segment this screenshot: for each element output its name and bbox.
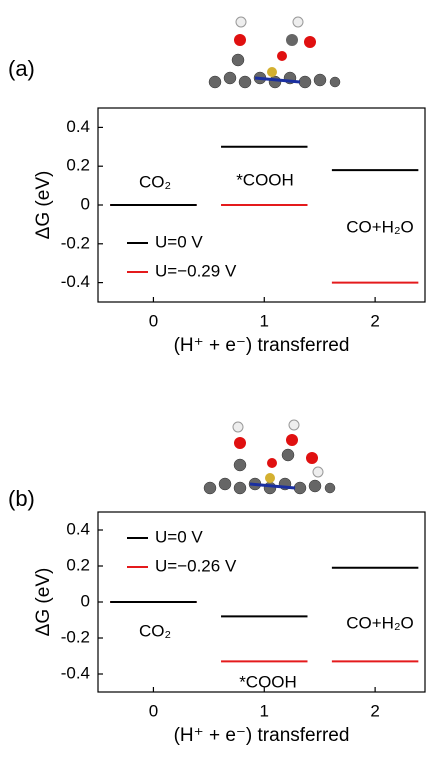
y-tick-label: 0.2 <box>66 555 90 574</box>
annotation: CO₂ <box>139 172 171 191</box>
panel-label: (a) <box>8 56 35 81</box>
x-tick-label: 2 <box>370 311 379 330</box>
annotation: CO+H₂O <box>346 217 414 236</box>
y-tick-label: 0.4 <box>66 519 90 538</box>
x-tick-label: 0 <box>149 311 158 330</box>
legend-label: U=0 V <box>155 527 203 546</box>
y-tick-label: -0.4 <box>61 663 90 682</box>
panel-label: (b) <box>8 486 35 511</box>
figure: (a) -0.4 -0.2 0 0.2 0.4 0 1 2 (H⁺ + e⁻) transferr… <box>0 0 428 760</box>
y-axis-label: ΔG (eV) <box>33 171 54 240</box>
panel: (b) -0.4 -0.2 0 0.2 0.4 0 1 2 (H⁺ + e⁻) transferr… <box>8 486 425 746</box>
y-tick-label: 0.2 <box>66 156 90 175</box>
annotation: CO₂ <box>139 621 171 640</box>
y-tick-label: -0.2 <box>61 627 90 646</box>
x-axis-label: (H⁺ + e⁻) transferred <box>174 335 350 356</box>
x-tick-label: 1 <box>260 311 269 330</box>
x-tick-label: 2 <box>370 701 379 720</box>
y-tick-label: 0 <box>81 194 90 213</box>
molecule <box>204 420 335 494</box>
annotation: *COOH <box>239 672 297 691</box>
legend-label: U=0 V <box>155 232 203 251</box>
panel: (a) -0.4 -0.2 0 0.2 0.4 0 1 2 (H⁺ + e⁻) transferr… <box>8 56 425 356</box>
legend-label: U=−0.29 V <box>155 261 237 280</box>
y-tick-label: 0 <box>81 591 90 610</box>
y-tick-label: -0.2 <box>61 233 90 252</box>
annotation: *COOH <box>236 170 294 189</box>
molecule <box>209 17 340 88</box>
legend-label: U=−0.26 V <box>155 556 237 575</box>
x-tick-label: 0 <box>149 701 158 720</box>
x-axis-label: (H⁺ + e⁻) transferred <box>174 725 350 746</box>
y-axis-label: ΔG (eV) <box>33 568 54 637</box>
x-tick-label: 1 <box>260 701 269 720</box>
y-tick-label: -0.4 <box>61 272 90 291</box>
annotation: CO+H₂O <box>346 613 414 632</box>
y-tick-label: 0.4 <box>66 117 90 136</box>
